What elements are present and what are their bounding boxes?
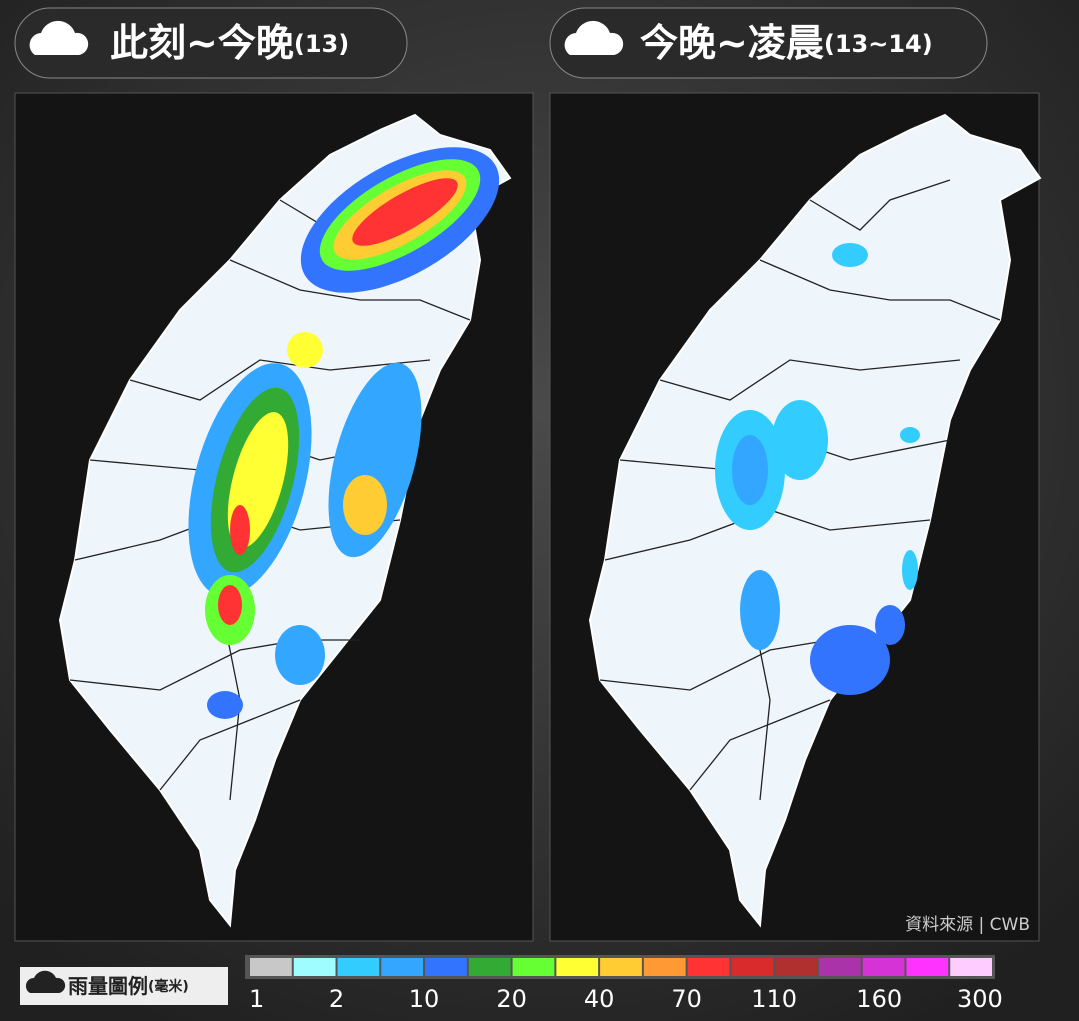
legend-label: 300 xyxy=(957,985,1003,1013)
header-pill xyxy=(14,7,408,79)
panel-title: 此刻~今晚(13) xyxy=(110,21,349,65)
legend-swatch xyxy=(818,958,861,976)
legend-label: 40 xyxy=(584,985,615,1013)
title: 今晚~凌晨 xyxy=(640,21,824,65)
legend-swatch xyxy=(468,958,511,976)
legend-label: 1 xyxy=(249,985,264,1013)
legend-swatch xyxy=(337,958,380,976)
date: (13~14) xyxy=(824,30,933,58)
legend-swatch xyxy=(731,958,774,976)
legend-label: 10 xyxy=(409,985,440,1013)
legend-swatch xyxy=(512,958,555,976)
legend-swatch xyxy=(906,958,949,976)
legend-title: 雨量圖例(毫米) xyxy=(68,974,189,998)
legend-swatch xyxy=(950,958,992,976)
legend-swatch xyxy=(775,958,817,976)
source: 資料來源 | CWB xyxy=(905,915,1030,935)
rain-icon xyxy=(29,20,624,55)
legend-name: 雨量圖例 xyxy=(68,974,148,998)
legend-swatch xyxy=(643,958,686,976)
legend-label: 2 xyxy=(329,985,344,1013)
legend-label: 160 xyxy=(856,985,902,1013)
title: 此刻~今晚 xyxy=(110,21,294,65)
legend-swatch xyxy=(381,958,424,976)
legend-icon xyxy=(25,970,66,993)
legend-label: 20 xyxy=(496,985,527,1013)
panel-title: 今晚~凌晨(13~14) xyxy=(640,21,933,65)
legend-label: 110 xyxy=(751,985,797,1013)
legend-swatch xyxy=(556,958,599,976)
legend-unit: (毫米) xyxy=(148,978,189,995)
legend-swatch xyxy=(862,958,905,976)
legend-label: 70 xyxy=(671,985,702,1013)
legend-swatch xyxy=(687,958,730,976)
map-left xyxy=(59,114,511,926)
date: (13) xyxy=(294,30,349,58)
legend-swatch xyxy=(425,958,467,976)
legend-swatch xyxy=(600,958,642,976)
legend-swatch xyxy=(250,958,292,976)
header-pill xyxy=(549,7,988,79)
map-right xyxy=(589,114,1041,926)
legend-swatch xyxy=(293,958,336,976)
